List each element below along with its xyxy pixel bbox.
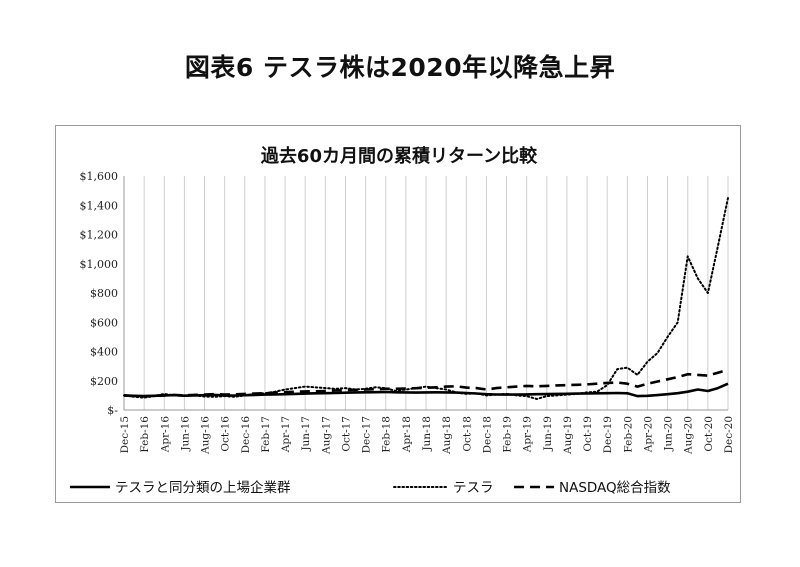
x-tick-label: Oct-20 [703, 416, 715, 452]
y-tick-label: $1,000 [80, 258, 119, 271]
line-chart: 過去60カ月間の累積リターン比較 $- $200 $400 $600 $800 $1,00… [70, 145, 735, 496]
x-tick-label: Aug-16 [200, 416, 212, 455]
y-tick-label: $200 [90, 375, 118, 388]
x-tick-label: Jun-20 [663, 416, 675, 452]
y-tick-label: $1,400 [80, 199, 119, 212]
page-title: 図表6 テスラ株は2020年以降急上昇 [184, 53, 616, 82]
x-tick-label: Apr-19 [522, 416, 534, 453]
series-line-nasdaq [123, 368, 729, 398]
x-tick-label: Aug-17 [320, 416, 332, 455]
legend-label: テスラ [453, 480, 494, 496]
x-tick-label: Oct-17 [340, 416, 352, 452]
x-tick-label: Feb-17 [260, 416, 272, 453]
y-tick-label: $- [107, 404, 118, 417]
y-tick-label: $1,200 [80, 229, 119, 242]
x-tick-label: Apr-20 [642, 416, 654, 453]
x-tick-label: Feb-19 [502, 416, 514, 453]
x-tick-label: Oct-19 [582, 416, 594, 452]
x-tick-label: Aug-19 [562, 416, 574, 455]
legend-label: テスラと同分類の上場企業群 [115, 479, 291, 496]
legend-item-tesla: テスラ [393, 480, 494, 496]
x-tick-label: Dec-18 [481, 416, 493, 453]
y-tick-label: $800 [90, 287, 118, 300]
x-tick-label: Apr-18 [401, 416, 413, 453]
x-tick-label: Dec-15 [119, 416, 131, 453]
legend-item-peer-group: テスラと同分類の上場企業群 [70, 479, 291, 496]
chart-frame: 過去60カ月間の累積リターン比較 $- $200 $400 $600 $800 $1,00… [55, 125, 741, 503]
x-tick-label: Dec-17 [361, 416, 373, 453]
x-tick-label: Apr-16 [159, 416, 171, 454]
y-tick-label: $600 [90, 316, 118, 329]
x-tick-label: Feb-20 [622, 416, 634, 453]
x-tick-label: Feb-18 [381, 416, 393, 453]
x-tick-label: Dec-16 [240, 416, 252, 454]
series-line-tesla [123, 196, 729, 400]
x-tick-label: Aug-20 [683, 416, 695, 455]
x-tick-label: Jun-18 [421, 416, 433, 452]
x-tick-label: Dec-19 [602, 416, 614, 453]
x-tick-label: Aug-18 [441, 416, 453, 455]
x-tick-label: Oct-16 [220, 416, 232, 452]
x-tick-label: Dec-20 [723, 416, 735, 453]
x-tick-label: Oct-18 [461, 416, 473, 452]
legend-item-nasdaq: NASDAQ総合指数 [514, 480, 671, 496]
y-tick-label: $1,600 [80, 170, 119, 183]
legend-label: NASDAQ総合指数 [559, 480, 671, 496]
x-tick-label: Feb-16 [139, 416, 151, 453]
x-tick-label: Jun-16 [179, 416, 191, 452]
x-tick-label: Apr-17 [280, 416, 292, 453]
x-tick-label: Jun-17 [300, 416, 312, 452]
x-tick-label: Jun-19 [542, 416, 554, 452]
y-tick-label: $400 [90, 346, 118, 359]
chart-title: 過去60カ月間の累積リターン比較 [261, 145, 538, 167]
